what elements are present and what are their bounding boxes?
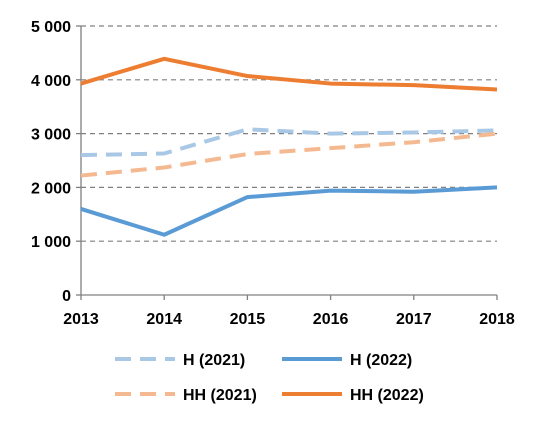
- series-line-hh-2021: [80, 131, 498, 178]
- legend-label: HH (2021): [183, 387, 257, 404]
- legend-item: HH (2021): [115, 387, 257, 404]
- y-tick-labels: 0 1 000 2 000 3 000 4 000 5 000: [31, 19, 71, 305]
- series-line-h-2021: [80, 127, 498, 158]
- y-tick-label: 3 000: [31, 127, 71, 144]
- series-line-hh-2022: [80, 56, 498, 92]
- legend-label: HH (2022): [350, 387, 424, 404]
- legend-item: H (2021): [115, 352, 245, 369]
- x-tick-label: 2016: [313, 311, 349, 328]
- legend: H (2021) H (2022) HH (2021) HH (2022): [115, 352, 424, 404]
- axes: [76, 25, 498, 300]
- x-tick-label: 2015: [230, 311, 266, 328]
- legend-item: HH (2022): [282, 387, 424, 404]
- x-tick-label: 2017: [396, 311, 432, 328]
- x-tick-label: 2018: [479, 311, 515, 328]
- legend-item: H (2022): [282, 352, 412, 369]
- series-lines: [80, 56, 498, 237]
- x-tick-labels: 2013 2014 2015 2016 2017 2018: [63, 311, 515, 328]
- y-tick-label: 1 000: [31, 234, 71, 251]
- y-tick-label: 4 000: [31, 73, 71, 90]
- legend-label: H (2021): [183, 352, 245, 369]
- y-tick-label: 2 000: [31, 180, 71, 197]
- legend-label: H (2022): [350, 352, 412, 369]
- x-tick-label: 2014: [146, 311, 182, 328]
- y-tick-label: 0: [62, 288, 71, 305]
- series-line-h-2022: [80, 185, 498, 237]
- y-tick-label: 5 000: [31, 19, 71, 36]
- x-tick-label: 2013: [63, 311, 99, 328]
